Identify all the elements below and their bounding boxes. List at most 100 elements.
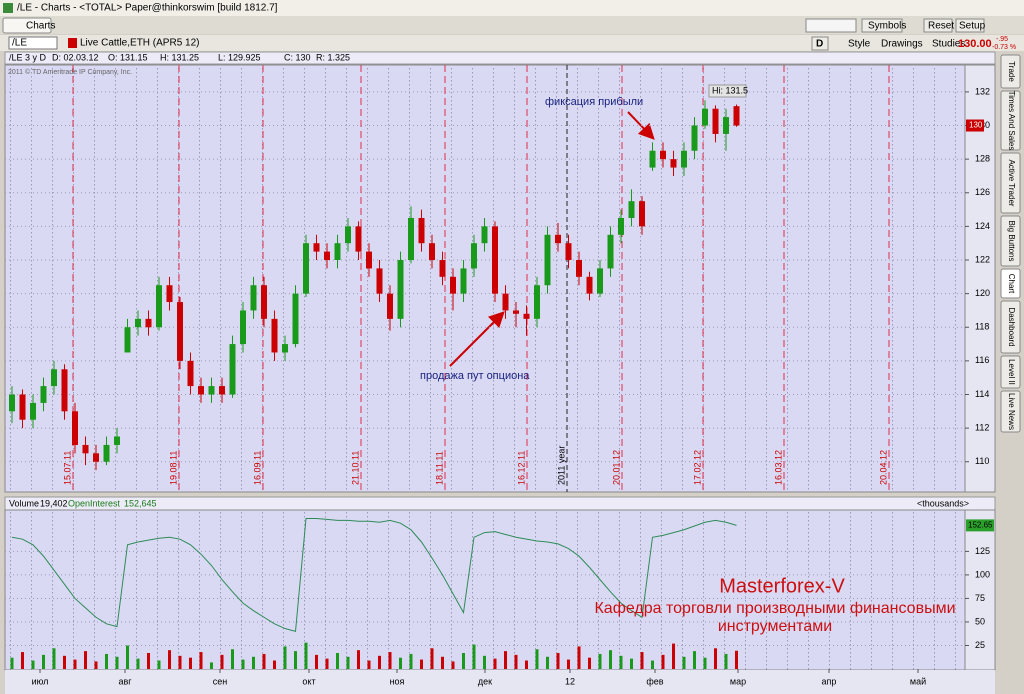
volume-bar [126, 645, 129, 669]
candle-body [387, 293, 393, 319]
volume-bar [546, 656, 549, 669]
date-label: 16.09.11 [252, 451, 262, 485]
volume-bar [178, 655, 182, 669]
candle-body [240, 310, 246, 345]
date-label: 19.08.11 [168, 451, 178, 485]
side-tab-label: Chart [1007, 274, 1016, 294]
button-label[interactable]: Studies [932, 39, 965, 50]
y-tick-label: 100 [975, 569, 990, 579]
info-field: O: 131.15 [108, 52, 148, 62]
side-tab[interactable] [1000, 390, 1021, 433]
x-tick-label: авг [118, 676, 132, 686]
watermark-title: Masterforex-V [719, 575, 845, 597]
button[interactable] [861, 18, 903, 33]
x-tick-label: ноя [390, 676, 405, 686]
annotation: фиксация прибыли [545, 96, 643, 108]
candle-body [439, 260, 446, 277]
candle-body [376, 268, 383, 294]
price-tag [966, 119, 984, 132]
price-axis [964, 64, 996, 493]
y-tick-label: 114 [975, 389, 989, 399]
candle-body [355, 226, 362, 252]
change-percent: -0.73 % [992, 44, 1016, 51]
info-field: L: 129.925 [218, 52, 261, 62]
candle-body [334, 243, 341, 261]
volume-bar [388, 652, 392, 669]
annotation: продажа пут опциона [420, 370, 530, 382]
candle-body [544, 234, 551, 286]
volume-bar [231, 649, 234, 669]
y-tick-label: 124 [975, 221, 990, 231]
volume-bar [136, 658, 140, 669]
candle-body [576, 260, 582, 277]
candle-body [681, 150, 687, 168]
volume-bar [84, 651, 87, 669]
candle-body [208, 386, 215, 395]
side-tab-label: Level II [1007, 359, 1016, 385]
volume-bar [724, 653, 728, 669]
volume-bar [304, 642, 308, 669]
tab[interactable] [2, 17, 52, 34]
candle-body [418, 217, 425, 244]
candle-body [639, 201, 645, 227]
candle-body [492, 226, 498, 294]
side-tab[interactable] [1000, 355, 1021, 389]
candle-body [324, 251, 330, 261]
button[interactable] [811, 36, 829, 51]
symbol-input[interactable] [8, 36, 58, 50]
y-tick-label: 116 [975, 355, 989, 365]
side-tab[interactable] [1000, 300, 1021, 354]
side-tab[interactable] [1000, 152, 1021, 214]
volume-bar [367, 660, 371, 669]
candle-body [219, 386, 225, 395]
volume-bar [325, 658, 329, 669]
open-interest-line [11, 517, 737, 633]
candle-body [586, 276, 593, 294]
volume-bar [399, 657, 402, 669]
candle-body [198, 386, 204, 395]
info-field: H: 131.25 [160, 52, 199, 62]
search-box[interactable] [805, 18, 857, 33]
button-label[interactable]: Drawings [881, 39, 923, 50]
y-tick-label: 118 [975, 322, 989, 332]
volume-bar [252, 656, 255, 669]
price-tag-label: 130 [969, 121, 983, 130]
volume-bar [210, 662, 213, 669]
volume-bar [504, 651, 507, 669]
side-tab-label: Times And Sales [1007, 91, 1016, 151]
volume-bar [556, 653, 560, 669]
candle-body [733, 106, 740, 126]
volume-bar [94, 661, 98, 669]
volume-bar [451, 661, 455, 669]
side-tab-label: Dashboard [1007, 307, 1016, 346]
volume-bar [409, 653, 413, 669]
volume-bar [598, 653, 602, 669]
study-header-field: 152,645 [124, 498, 157, 508]
button[interactable] [923, 18, 953, 33]
side-tab[interactable] [1000, 54, 1021, 89]
vertical-grid [5, 65, 965, 492]
button[interactable] [955, 18, 985, 33]
side-tab[interactable] [1000, 90, 1021, 151]
volume-bar [619, 655, 623, 669]
candle-body [156, 285, 162, 328]
candle-body [481, 226, 488, 244]
candle-body [607, 234, 614, 269]
candle-body [124, 327, 131, 353]
side-tab[interactable] [1000, 215, 1021, 267]
side-tab[interactable] [1000, 268, 1021, 299]
candle-body [261, 285, 267, 319]
button-label[interactable]: Style [848, 39, 871, 50]
volume-bar [357, 650, 360, 669]
candle-body [30, 402, 36, 420]
x-tick-label: май [910, 676, 926, 686]
volume-bar [682, 656, 686, 669]
candle-body [691, 125, 698, 151]
period: D [816, 39, 823, 50]
volume-bar [609, 650, 612, 669]
toolbar [0, 35, 1024, 51]
volume-bar [441, 656, 444, 669]
candle-body [565, 243, 572, 261]
volume-bar [31, 660, 35, 669]
candle-body [82, 444, 89, 454]
